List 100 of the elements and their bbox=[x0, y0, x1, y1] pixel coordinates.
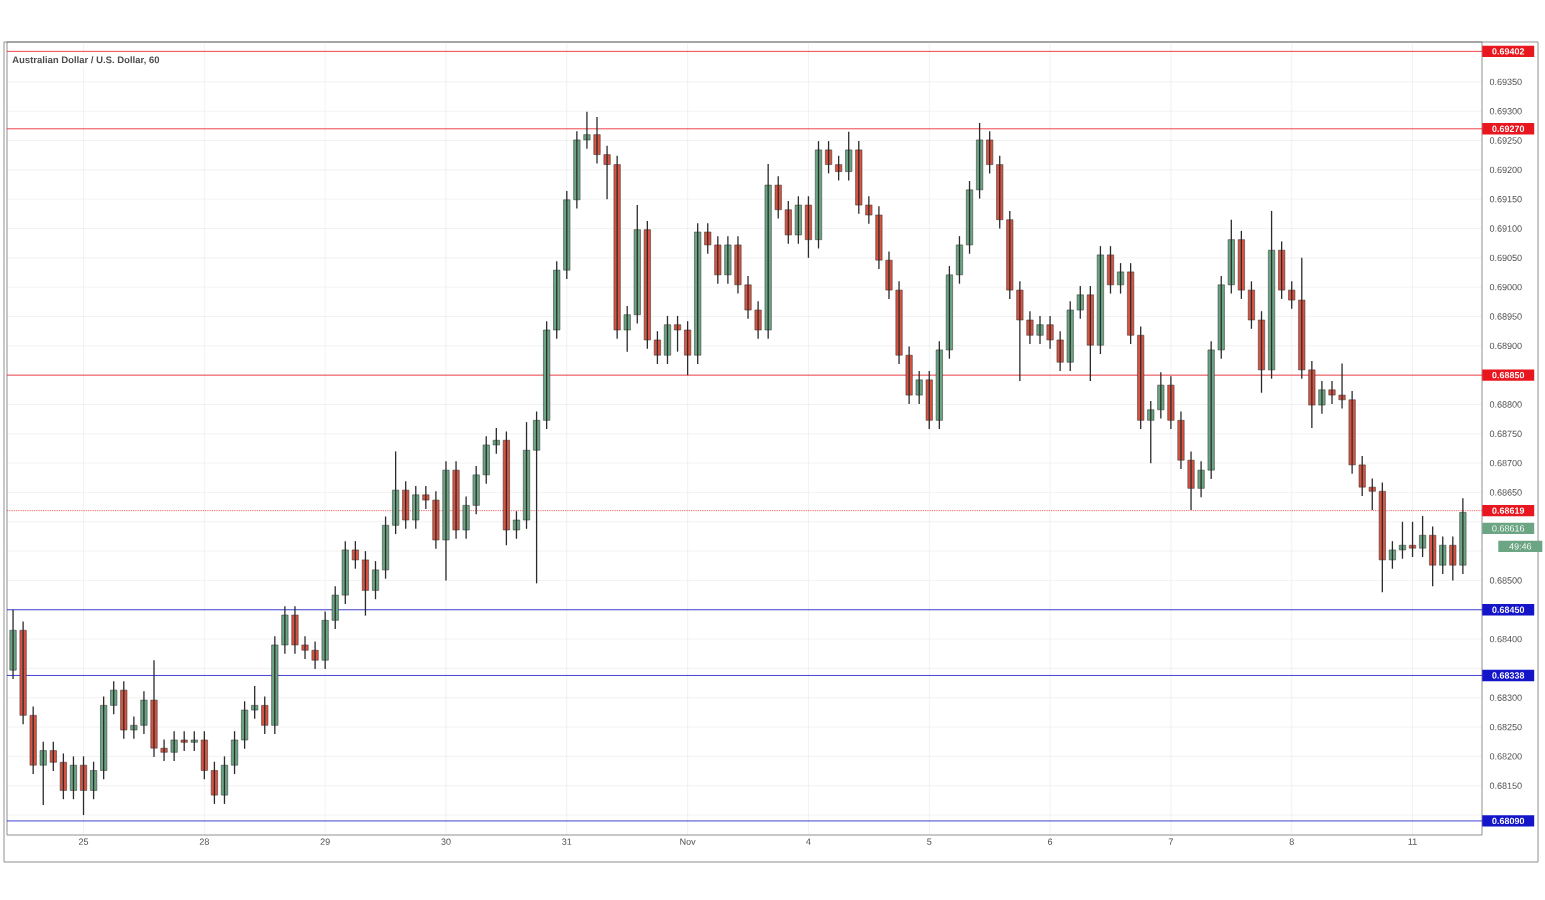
candlestick bbox=[29, 705, 37, 775]
ref-line-label: 0.68338 bbox=[1492, 672, 1525, 679]
y-tick-label: 0.68950 bbox=[1489, 313, 1522, 320]
y-tick-label: 0.68800 bbox=[1489, 401, 1522, 408]
ref-line-label: 0.69402 bbox=[1492, 48, 1525, 55]
candlestick bbox=[714, 235, 722, 285]
candlestick bbox=[190, 730, 198, 752]
candlestick bbox=[492, 427, 500, 455]
y-tick-label: 0.68750 bbox=[1489, 430, 1522, 437]
candlestick bbox=[231, 730, 239, 775]
candlestick bbox=[1046, 315, 1054, 350]
candlestick bbox=[845, 131, 853, 182]
candlestick bbox=[935, 340, 943, 430]
candlestick bbox=[392, 450, 400, 535]
x-tick-label: 5 bbox=[927, 838, 932, 845]
candlestick bbox=[261, 695, 269, 735]
y-tick-label: 0.69150 bbox=[1489, 195, 1522, 203]
candlestick bbox=[482, 435, 490, 485]
candlestick bbox=[402, 480, 410, 530]
candlestick bbox=[432, 490, 440, 550]
candlestick bbox=[764, 163, 772, 340]
x-tick-label: 4 bbox=[806, 838, 811, 845]
candlestick bbox=[744, 275, 752, 320]
candlestick bbox=[1086, 285, 1094, 382]
ref-line-label: 0.68619 bbox=[1492, 507, 1525, 514]
ref-line-label: 0.68090 bbox=[1492, 817, 1525, 825]
candlestick bbox=[774, 175, 782, 220]
candlestick bbox=[331, 585, 339, 630]
x-tick-label: 29 bbox=[320, 838, 330, 845]
y-tick-label: 0.68650 bbox=[1489, 489, 1522, 496]
candlestick bbox=[1147, 400, 1155, 464]
candlestick bbox=[704, 222, 712, 255]
candlestick bbox=[674, 315, 682, 353]
candlestick bbox=[1066, 300, 1074, 372]
candlestick bbox=[1278, 240, 1286, 300]
y-tick-label: 0.69200 bbox=[1489, 166, 1522, 174]
candlestick bbox=[1338, 362, 1346, 410]
candlestick bbox=[754, 300, 762, 340]
candlestick bbox=[120, 680, 128, 740]
candlestick bbox=[623, 305, 631, 353]
candlestick bbox=[1298, 257, 1306, 380]
candlestick bbox=[130, 715, 138, 740]
x-tick-label: 8 bbox=[1289, 838, 1294, 845]
candlestick bbox=[553, 260, 561, 340]
candlestick bbox=[301, 635, 309, 660]
candlestick bbox=[241, 700, 249, 750]
candlestick bbox=[955, 235, 963, 285]
x-tick-label: 31 bbox=[562, 838, 572, 845]
candlestick bbox=[865, 195, 873, 225]
candlestick bbox=[251, 685, 259, 720]
candlestick bbox=[684, 320, 692, 376]
candlestick bbox=[291, 605, 299, 655]
y-tick-label: 0.68300 bbox=[1489, 694, 1522, 701]
candlestick bbox=[1318, 380, 1326, 415]
candlestick bbox=[794, 195, 802, 245]
candlestick bbox=[1398, 521, 1406, 560]
candlestick bbox=[633, 204, 641, 325]
candlestick bbox=[1368, 477, 1376, 511]
candlestick bbox=[724, 235, 732, 285]
candlestick bbox=[1247, 280, 1255, 330]
candlestick bbox=[1378, 481, 1386, 593]
candlestick bbox=[170, 730, 178, 762]
y-tick-label: 0.68400 bbox=[1489, 635, 1522, 643]
x-tick-label: 30 bbox=[441, 838, 451, 845]
candlestick bbox=[1227, 219, 1235, 295]
candlestick bbox=[1056, 330, 1064, 372]
candlestick bbox=[351, 540, 359, 570]
ref-line-label: 0.68450 bbox=[1492, 606, 1525, 613]
candlestick bbox=[39, 741, 47, 806]
x-tick-label: 28 bbox=[199, 838, 209, 845]
y-tick-label: 0.68500 bbox=[1489, 577, 1522, 584]
candlestick bbox=[643, 220, 651, 350]
candlestick bbox=[271, 635, 279, 735]
candlestick bbox=[1026, 310, 1034, 345]
candlestick bbox=[512, 510, 520, 540]
candlestick bbox=[1449, 535, 1457, 582]
candlestick bbox=[1429, 525, 1437, 587]
candlestick bbox=[1006, 210, 1014, 300]
ref-line-label: 0.69270 bbox=[1492, 125, 1525, 132]
candlestick bbox=[160, 738, 168, 762]
candlestick bbox=[140, 690, 148, 735]
y-tick-label: 0.69250 bbox=[1489, 137, 1522, 144]
candlestick bbox=[1409, 521, 1417, 558]
candlestick bbox=[180, 730, 188, 752]
x-tick-label: 6 bbox=[1048, 838, 1053, 845]
candlestick bbox=[1137, 325, 1145, 430]
x-tick-label: 7 bbox=[1168, 838, 1173, 845]
candlestick bbox=[1036, 315, 1044, 345]
candlestick bbox=[925, 370, 933, 430]
candlestick bbox=[583, 111, 591, 150]
x-tick-label: 11 bbox=[1408, 838, 1417, 845]
candlestick bbox=[200, 730, 208, 780]
candlestick bbox=[694, 222, 702, 365]
y-tick-label: 0.68700 bbox=[1489, 459, 1522, 467]
candlestick bbox=[855, 140, 863, 215]
candlestick bbox=[1419, 515, 1427, 558]
candlestick bbox=[1217, 275, 1225, 360]
candlestick bbox=[1358, 455, 1366, 497]
y-tick-label: 0.68900 bbox=[1489, 342, 1522, 350]
candlestick bbox=[372, 560, 379, 600]
